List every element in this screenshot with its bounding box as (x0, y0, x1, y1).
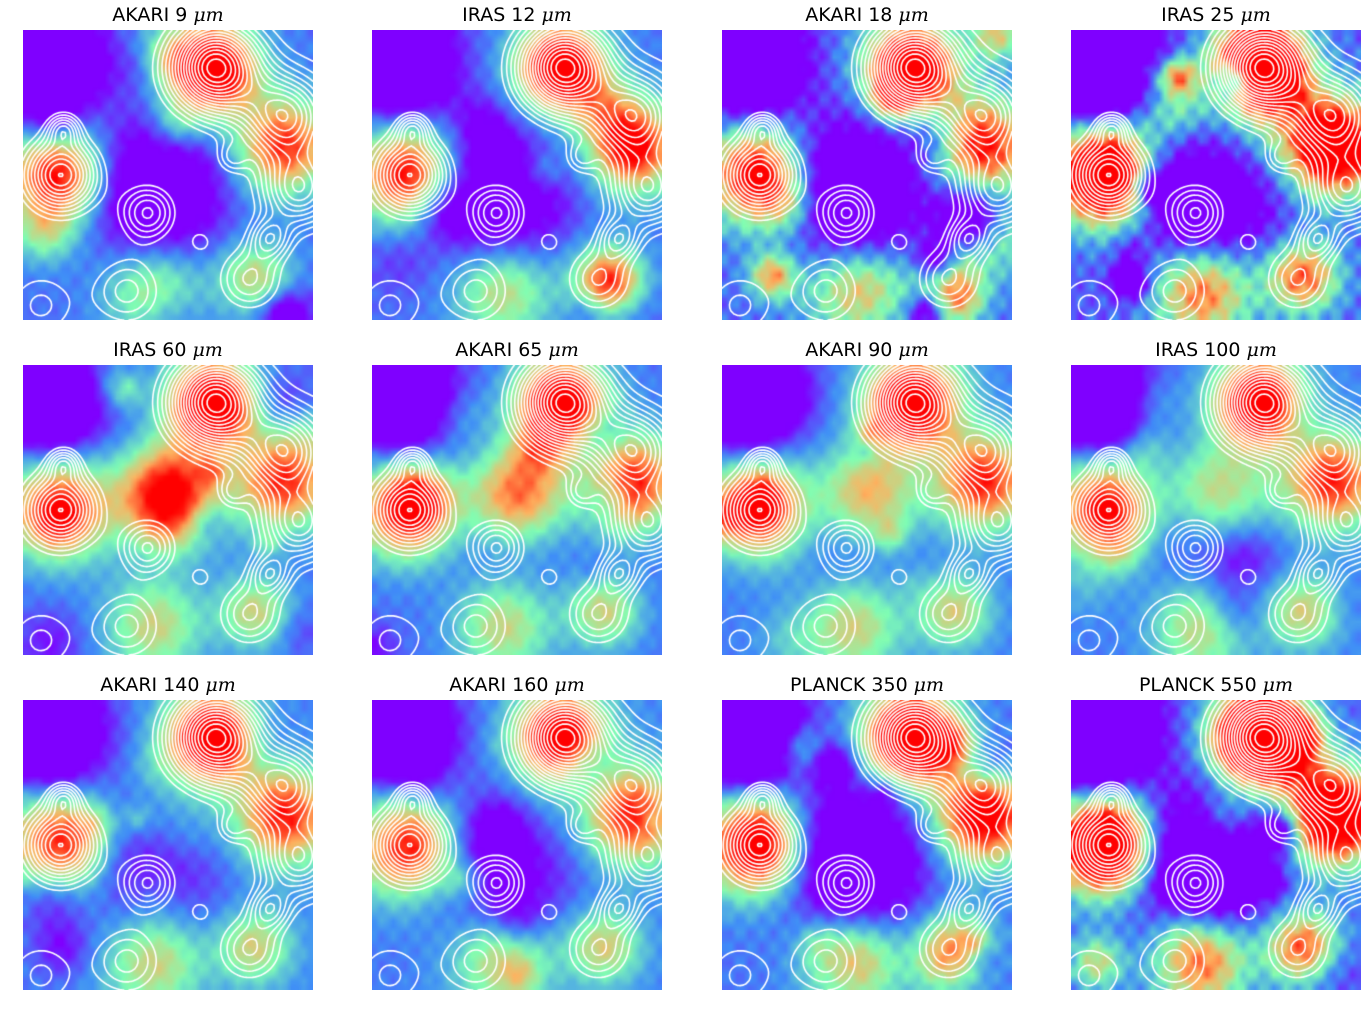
unit-label: μm (1240, 4, 1271, 26)
instrument-label: AKARI (455, 339, 513, 361)
panel-title: IRAS 12 μm (372, 0, 662, 30)
intensity-map (23, 30, 313, 320)
wavelength-label: 550 (1220, 674, 1257, 696)
instrument-label: IRAS (1155, 339, 1199, 361)
wavelength-label: 9 (175, 4, 188, 26)
instrument-label: AKARI (805, 4, 863, 26)
instrument-label: AKARI (449, 674, 507, 696)
panel-title: AKARI 160 μm (372, 670, 662, 700)
unit-label: μm (1246, 339, 1277, 361)
intensity-map (23, 365, 313, 655)
instrument-label: PLANCK (789, 674, 866, 696)
panel-title: AKARI 140 μm (23, 670, 313, 700)
unit-label: μm (1262, 674, 1294, 696)
panel-title: AKARI 18 μm (722, 0, 1012, 30)
instrument-label: IRAS (462, 4, 506, 26)
panel-title: AKARI 9 μm (23, 0, 313, 30)
instrument-label: AKARI (112, 4, 170, 26)
intensity-map (23, 700, 313, 990)
unit-label: μm (898, 4, 929, 26)
intensity-map (372, 365, 662, 655)
instrument-label: AKARI (100, 674, 158, 696)
instrument-label: IRAS (1161, 4, 1205, 26)
instrument-label: IRAS (113, 339, 157, 361)
intensity-map (372, 30, 662, 320)
intensity-map (1071, 700, 1361, 990)
instrument-label: PLANCK (1138, 674, 1215, 696)
intensity-map (722, 700, 1012, 990)
unit-label: μm (541, 4, 572, 26)
wavelength-label: 90 (868, 339, 893, 361)
intensity-map (722, 30, 1012, 320)
unit-label: μm (898, 339, 929, 361)
panel-title: AKARI 90 μm (722, 335, 1012, 365)
wavelength-label: 100 (1204, 339, 1241, 361)
intensity-map (372, 700, 662, 990)
intensity-map (1071, 365, 1361, 655)
intensity-map (722, 365, 1012, 655)
panel-title: IRAS 100 μm (1071, 335, 1361, 365)
panel-title: AKARI 65 μm (372, 335, 662, 365)
panel-title: IRAS 25 μm (1071, 0, 1361, 30)
unit-label: μm (192, 339, 223, 361)
panel-title: IRAS 60 μm (23, 335, 313, 365)
unit-label: μm (205, 674, 236, 696)
wavelength-label: 18 (868, 4, 893, 26)
panel-title: PLANCK 350 μm (722, 670, 1012, 700)
wavelength-label: 160 (512, 674, 549, 696)
unit-label: μm (548, 339, 579, 361)
panel-title: PLANCK 550 μm (1071, 670, 1361, 700)
intensity-map (1071, 30, 1361, 320)
wavelength-label: 25 (1210, 4, 1235, 26)
wavelength-label: 60 (162, 339, 187, 361)
wavelength-label: 140 (163, 674, 200, 696)
unit-label: μm (193, 4, 224, 26)
wavelength-label: 350 (871, 674, 908, 696)
unit-label: μm (554, 674, 585, 696)
unit-label: μm (913, 674, 945, 696)
instrument-label: AKARI (805, 339, 863, 361)
wavelength-label: 12 (511, 4, 536, 26)
wavelength-label: 65 (518, 339, 543, 361)
